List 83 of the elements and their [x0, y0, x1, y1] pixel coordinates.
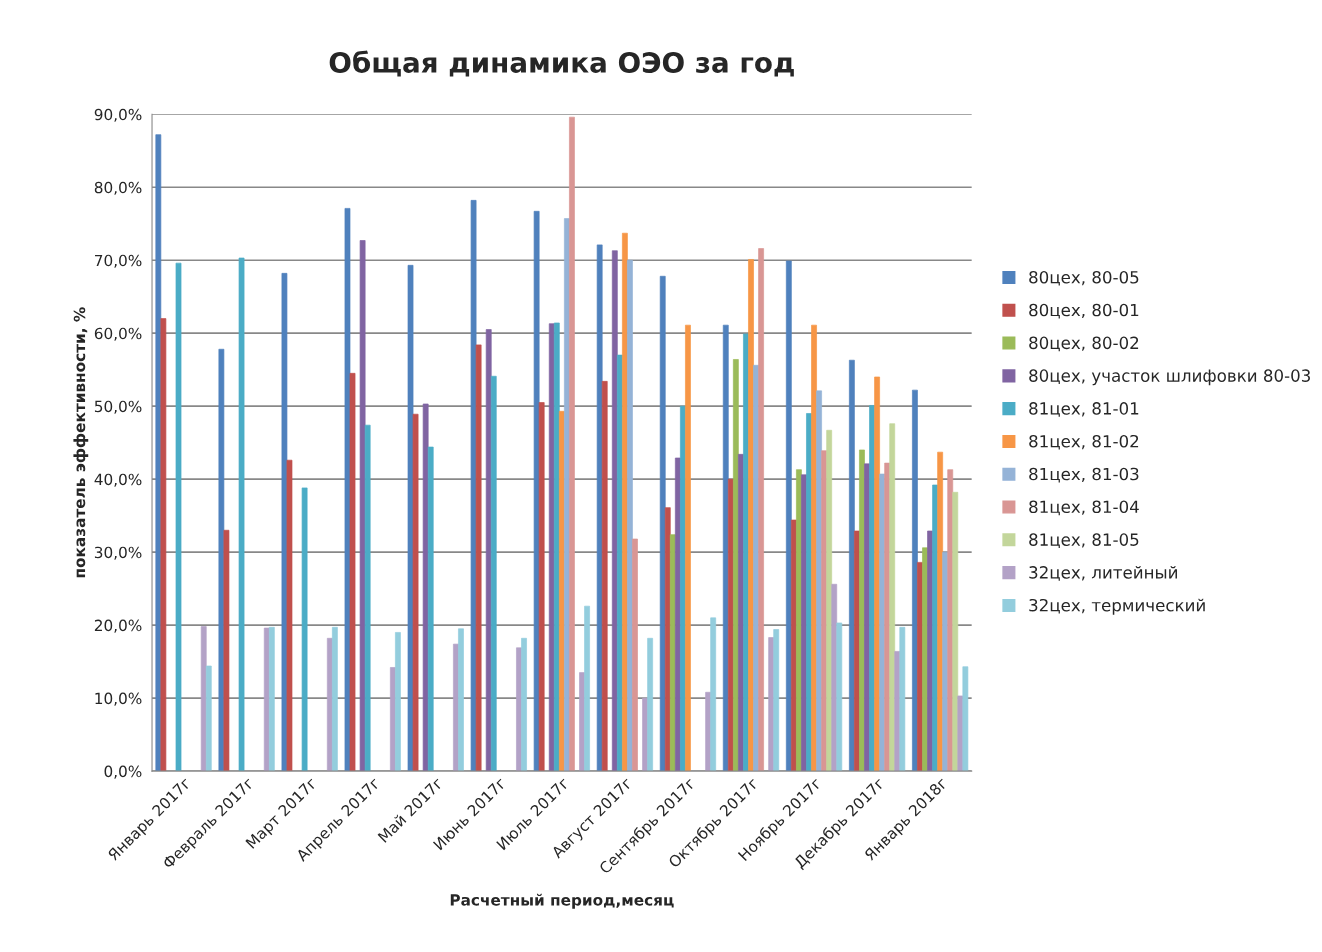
bar — [538, 402, 545, 772]
bar — [952, 491, 959, 772]
bar — [238, 257, 245, 772]
legend-label: 80цех, участок шлифовки 80-03 — [1029, 369, 1310, 386]
bar — [647, 637, 653, 772]
bar — [490, 375, 497, 772]
bar — [344, 208, 351, 772]
bar — [596, 244, 603, 772]
y-tick-label: 80,0% — [94, 181, 142, 195]
y-axis-title: показатель эффективности, % — [73, 307, 89, 578]
bar — [364, 424, 371, 772]
bar — [627, 259, 633, 772]
bar — [553, 322, 560, 772]
bar — [160, 318, 167, 772]
bar — [601, 381, 608, 772]
bar — [685, 324, 691, 772]
bar — [659, 275, 666, 772]
bar — [475, 344, 482, 772]
bar — [584, 605, 590, 772]
y-tick-label: 50,0% — [94, 400, 142, 414]
legend-label: 81цех, 81-02 — [1029, 434, 1139, 450]
bar — [205, 665, 212, 772]
bar — [521, 637, 527, 772]
bar — [569, 116, 575, 772]
bar — [874, 376, 880, 772]
bar — [281, 273, 288, 772]
bar — [533, 210, 540, 772]
legend-label: 32цех, литейный — [1029, 565, 1177, 581]
bar — [849, 359, 855, 772]
legend-label: 32цех, термический — [1029, 598, 1205, 615]
legend-label: 81цех, 81-05 — [1029, 533, 1139, 548]
bar — [836, 622, 843, 772]
legend-label: 81цех, 81-04 — [1029, 500, 1139, 516]
legend-label: 81цех, 81-01 — [1029, 402, 1139, 417]
bar — [899, 626, 906, 772]
bar — [732, 359, 739, 772]
bar — [395, 632, 401, 772]
bar — [889, 423, 896, 772]
legend-label: 80цех, 80-01 — [1029, 303, 1139, 319]
bar — [758, 248, 764, 772]
bar — [710, 617, 717, 772]
bar — [831, 583, 838, 772]
bar — [632, 538, 638, 772]
bar — [937, 451, 944, 772]
y-tick-label: 10,0% — [95, 692, 142, 706]
bar — [349, 372, 356, 772]
bar — [773, 629, 780, 772]
bar — [218, 348, 225, 772]
bar — [332, 626, 338, 772]
bar — [155, 134, 162, 772]
y-tick-label: 90,0% — [94, 108, 142, 122]
y-tick-label: 70,0% — [95, 254, 142, 268]
bar — [458, 628, 464, 772]
y-tick-label: 0,0% — [104, 765, 142, 779]
bar — [470, 200, 477, 772]
legend-label: 81цех, 81-03 — [1029, 467, 1139, 483]
x-axis-title: Расчетный период,месяц — [450, 893, 674, 909]
bar — [611, 250, 618, 772]
bar — [816, 390, 822, 772]
legend-label: 80цех, 80-02 — [1029, 336, 1139, 352]
bar — [962, 666, 969, 772]
y-tick-label: 20,0% — [94, 619, 142, 633]
chart-title: Общая динамика ОЭО за год — [329, 50, 794, 77]
bar — [427, 446, 434, 772]
bar — [826, 429, 833, 772]
y-tick-label: 30,0% — [94, 546, 142, 560]
bar — [223, 529, 230, 772]
bar — [912, 389, 918, 772]
y-tick-label: 40,0% — [94, 473, 142, 487]
bar — [359, 240, 366, 772]
bar — [785, 260, 792, 772]
bar — [175, 262, 182, 772]
bar — [722, 324, 729, 772]
bar — [268, 626, 275, 772]
bar — [286, 459, 293, 772]
legend-label: 80цех, 80-05 — [1029, 270, 1139, 286]
bar — [407, 264, 414, 772]
bar — [422, 403, 429, 772]
bar — [301, 487, 308, 772]
bar — [748, 259, 754, 772]
bar — [200, 626, 207, 772]
bar — [412, 413, 419, 772]
y-tick-label: 60,0% — [94, 327, 142, 341]
